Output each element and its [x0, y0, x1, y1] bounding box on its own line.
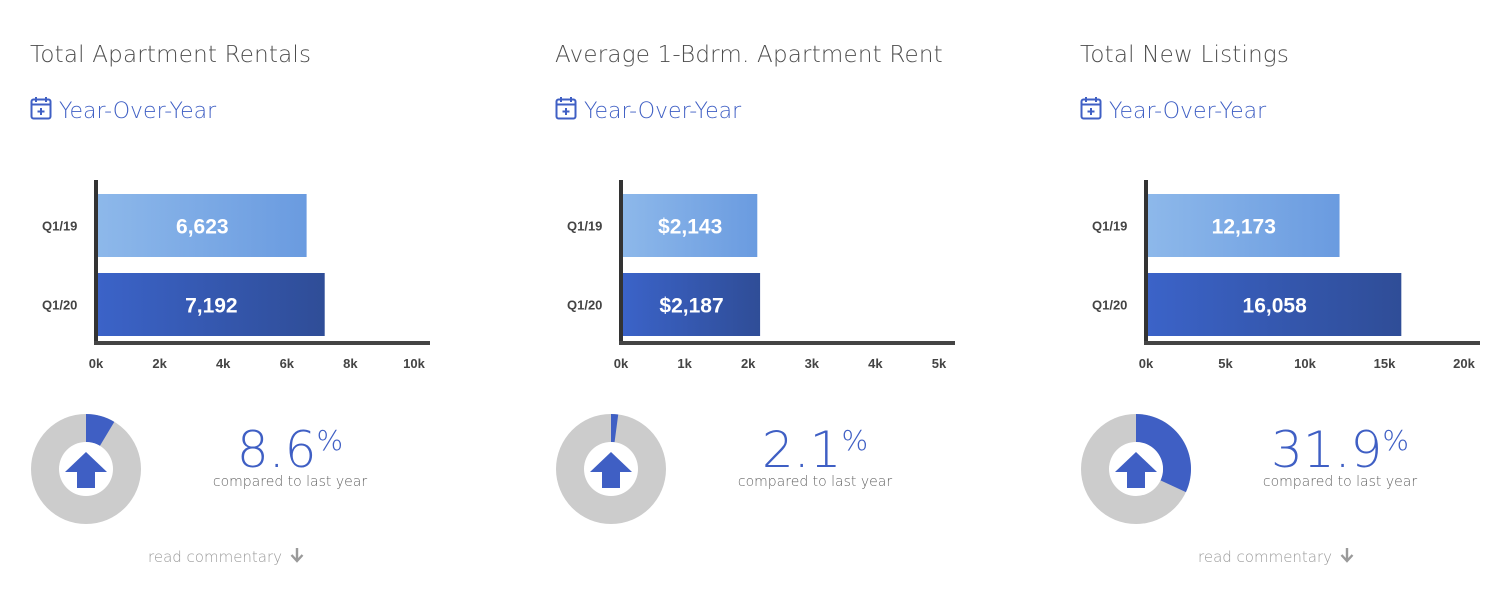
- category-label: Q1/20: [567, 298, 602, 313]
- change-percentage: 31.9% compared to last year: [1230, 422, 1450, 490]
- x-tick-label: 10k: [403, 356, 425, 371]
- arrow-down-icon: [1332, 547, 1354, 567]
- change-donut: [556, 414, 666, 524]
- donut-change-segment: [611, 414, 619, 443]
- read-commentary-label: read commentary: [1198, 548, 1333, 566]
- donut-change-segment: [86, 414, 115, 446]
- arrow-up-icon: [1115, 452, 1157, 488]
- category-label: Q1/20: [1092, 298, 1127, 313]
- x-tick-label: 5k: [932, 356, 947, 371]
- x-tick-label: 4k: [216, 356, 231, 371]
- category-label: Q1/19: [42, 219, 77, 234]
- bar-Q1-20: [623, 273, 761, 336]
- bar-chart: 6,623 Q1/19 7,192 Q1/20 0k 2k 4k 6k 8k 10k: [42, 180, 430, 371]
- x-tick-label: 0k: [614, 356, 629, 371]
- panel-total-new-listings: Total New Listings Year-Over-Year 12,173…: [1080, 0, 1509, 602]
- compare-text: compared to last year: [737, 474, 893, 490]
- read-commentary-link[interactable]: read commentary: [148, 547, 304, 567]
- calendar-icon: [30, 96, 59, 126]
- compare-text: compared to last year: [1262, 474, 1418, 490]
- change-donut: [31, 414, 141, 524]
- x-tick-label: 10k: [1294, 356, 1316, 371]
- arrow-down-icon: [282, 547, 304, 567]
- bar-chart: $2,143 Q1/19 $2,187 Q1/20 0k 1k 2k 3k 4k 5k: [567, 180, 955, 371]
- change-value: 8.6: [236, 421, 317, 479]
- change-donut: [1081, 414, 1191, 524]
- x-tick-label: 4k: [868, 356, 883, 371]
- x-tick-label: 20k: [1453, 356, 1475, 371]
- x-tick-label: 5k: [1218, 356, 1233, 371]
- panel-average-rent: Average 1-Bdrm. Apartment Rent Year-Over…: [555, 0, 1055, 602]
- bar-value-label: 6,623: [176, 216, 229, 239]
- panel-title: Average 1-Bdrm. Apartment Rent: [555, 42, 943, 68]
- calendar-icon: [555, 96, 584, 126]
- bar-value-label: 16,058: [1243, 295, 1308, 318]
- calendar-icon: [1080, 96, 1109, 126]
- percent-sign: %: [316, 424, 344, 457]
- change-value: 31.9: [1271, 421, 1383, 479]
- panel-title: Total Apartment Rentals: [30, 42, 312, 68]
- period-label: Year-Over-Year: [59, 98, 217, 124]
- change-percentage: 2.1% compared to last year: [705, 422, 925, 490]
- bar-Q1-19: [623, 194, 758, 257]
- bar-value-label: $2,187: [659, 295, 723, 318]
- arrow-up-icon: [590, 452, 632, 488]
- bar-value-label: 7,192: [185, 295, 238, 318]
- donut-change-segment: [1136, 414, 1191, 493]
- bar-Q1-19: [98, 194, 307, 257]
- x-tick-label: 1k: [677, 356, 692, 371]
- x-tick-label: 2k: [152, 356, 167, 371]
- bar-chart: 12,173 Q1/19 16,058 Q1/20 0k 5k 10k 15k 20k: [1092, 180, 1480, 371]
- percent-sign: %: [841, 424, 869, 457]
- period-label: Year-Over-Year: [1109, 98, 1267, 124]
- x-tick-label: 15k: [1374, 356, 1396, 371]
- compare-text: compared to last year: [212, 474, 368, 490]
- x-tick-label: 0k: [89, 356, 104, 371]
- x-tick-label: 0k: [1139, 356, 1154, 371]
- panel-total-apartment-rentals: Total Apartment Rentals Year-Over-Year 6…: [30, 0, 530, 602]
- bar-Q1-19: [1148, 194, 1340, 257]
- bar-Q1-20: [98, 273, 325, 336]
- x-tick-label: 2k: [741, 356, 756, 371]
- change-value: 2.1: [761, 421, 842, 479]
- arrow-up-icon: [65, 452, 107, 488]
- percent-sign: %: [1382, 424, 1409, 457]
- period-selector[interactable]: Year-Over-Year: [555, 96, 741, 126]
- x-tick-label: 3k: [805, 356, 820, 371]
- panel-title: Total New Listings: [1080, 42, 1290, 68]
- category-label: Q1/20: [42, 298, 77, 313]
- read-commentary-link[interactable]: read commentary: [1198, 547, 1354, 567]
- category-label: Q1/19: [1092, 219, 1127, 234]
- category-label: Q1/19: [567, 219, 602, 234]
- change-percentage: 8.6% compared to last year: [180, 422, 400, 490]
- bar-value-label: $2,143: [658, 216, 722, 239]
- x-tick-label: 8k: [343, 356, 358, 371]
- bar-value-label: 12,173: [1212, 216, 1276, 239]
- x-tick-label: 6k: [280, 356, 295, 371]
- period-selector[interactable]: Year-Over-Year: [1080, 96, 1266, 126]
- period-selector[interactable]: Year-Over-Year: [30, 96, 216, 126]
- bar-Q1-20: [1148, 273, 1402, 336]
- read-commentary-label: read commentary: [148, 548, 283, 566]
- period-label: Year-Over-Year: [584, 98, 742, 124]
